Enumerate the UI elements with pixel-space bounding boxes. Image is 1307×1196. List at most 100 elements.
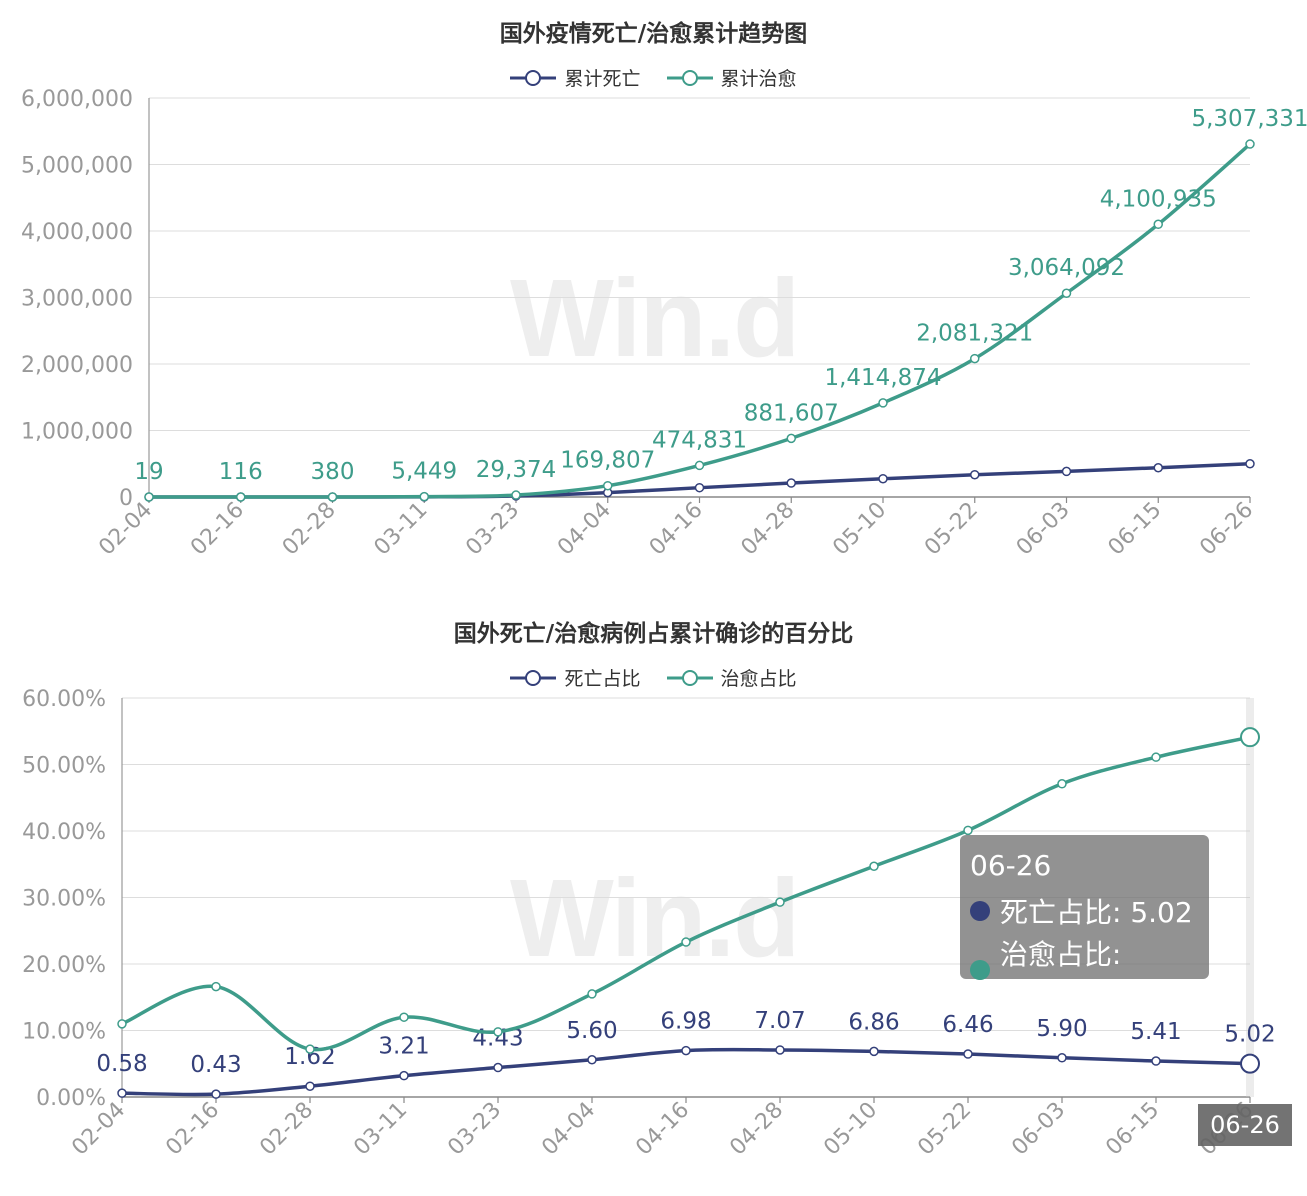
y-tick-label: 40.00% bbox=[22, 820, 106, 845]
data-point bbox=[399, 1070, 409, 1081]
x-tick-label: 02-16 bbox=[161, 1098, 224, 1161]
x-tick-label: 05-22 bbox=[920, 498, 983, 561]
data-point bbox=[211, 981, 221, 992]
percentage-chart-panel: 国外死亡/治愈病例占累计确诊的百分比 死亡占比 治愈占比 Win.d 0.00%… bbox=[0, 600, 1307, 1196]
legend-line-icon bbox=[510, 669, 557, 686]
data-label: 474,831 bbox=[652, 427, 747, 453]
data-point bbox=[1153, 219, 1163, 230]
legend-item-recovery-ratio[interactable]: 治愈占比 bbox=[666, 664, 797, 691]
data-point bbox=[963, 825, 973, 836]
tooltip-text: 治愈占比: 54.11 bbox=[999, 938, 1122, 1006]
y-tick-label: 4,000,000 bbox=[21, 220, 133, 245]
data-label: 5.41 bbox=[1130, 1019, 1181, 1045]
data-label: 2,081,321 bbox=[916, 321, 1033, 347]
legend-label: 治愈占比 bbox=[720, 668, 797, 690]
data-point bbox=[1245, 139, 1255, 149]
data-point bbox=[869, 861, 879, 871]
data-point bbox=[1061, 466, 1072, 477]
chart-title: 国外死亡/治愈病例占累计确诊的百分比 bbox=[453, 621, 854, 647]
x-tick-label: 04-16 bbox=[645, 498, 708, 561]
x-tick-label: 04-04 bbox=[537, 1098, 600, 1161]
data-label: 5.90 bbox=[1036, 1016, 1087, 1042]
x-tick-label: 03-23 bbox=[461, 498, 524, 561]
chart-legend: 死亡占比 治愈占比 bbox=[0, 664, 1307, 691]
data-point bbox=[511, 490, 521, 500]
x-tick-label: 05-10 bbox=[828, 498, 891, 561]
y-tick-label: 0.00% bbox=[36, 1086, 106, 1111]
data-point bbox=[963, 1049, 973, 1059]
x-tick-label: 02-28 bbox=[255, 1098, 318, 1161]
chart-legend: 累计死亡 累计治愈 bbox=[0, 64, 1307, 91]
data-point bbox=[694, 460, 705, 471]
data-point bbox=[1057, 1053, 1067, 1063]
data-label: 3,064,092 bbox=[1008, 255, 1125, 281]
y-tick-label: 2,000,000 bbox=[21, 353, 133, 378]
y-tick-label: 50.00% bbox=[22, 754, 106, 779]
x-tick-label: 04-16 bbox=[631, 1098, 694, 1161]
data-point bbox=[878, 473, 888, 484]
data-point bbox=[1151, 1056, 1161, 1066]
data-label: 0.43 bbox=[190, 1052, 241, 1078]
y-tick-label: 5,000,000 bbox=[21, 154, 133, 179]
legend-item-death-ratio[interactable]: 死亡占比 bbox=[510, 664, 641, 691]
data-point bbox=[694, 482, 705, 493]
data-point bbox=[399, 1012, 409, 1022]
tooltip-row-death: 死亡占比: 5.02 bbox=[970, 891, 1193, 931]
data-point bbox=[419, 491, 429, 502]
data-point bbox=[786, 478, 796, 488]
y-tick-label: 1,000,000 bbox=[21, 420, 133, 445]
x-tick-label: 06-15 bbox=[1101, 1098, 1164, 1161]
data-point bbox=[493, 1062, 503, 1073]
x-tick-label: 06-26 bbox=[1195, 498, 1258, 561]
data-point bbox=[587, 1055, 597, 1065]
data-point bbox=[775, 1045, 785, 1055]
data-point bbox=[236, 492, 246, 502]
data-point bbox=[327, 492, 338, 502]
data-label: 29,374 bbox=[476, 457, 556, 483]
tooltip-date: 06-26 bbox=[970, 849, 1052, 882]
axis-pointer-band bbox=[1246, 698, 1254, 1097]
data-point bbox=[587, 989, 597, 999]
legend-line-icon bbox=[510, 69, 557, 86]
x-tick-label: 06-03 bbox=[1007, 1098, 1070, 1161]
tooltip-text: 死亡占比: 5.02 bbox=[1000, 896, 1193, 929]
data-point bbox=[144, 492, 154, 502]
y-tick-label: 6,000,000 bbox=[21, 87, 133, 112]
data-label: 881,607 bbox=[744, 400, 839, 426]
legend-line-icon bbox=[666, 69, 713, 86]
data-label: 1,414,874 bbox=[824, 365, 941, 391]
x-tick-label: 02-28 bbox=[278, 498, 341, 561]
y-tick-label: 60.00% bbox=[22, 687, 106, 712]
data-point bbox=[970, 353, 980, 364]
x-tick-label: 03-23 bbox=[443, 1098, 506, 1161]
data-label: 5,449 bbox=[391, 459, 457, 485]
data-point bbox=[1240, 1053, 1260, 1074]
data-label: 169,807 bbox=[560, 448, 655, 474]
data-point bbox=[1245, 459, 1255, 469]
legend-label: 累计治愈 bbox=[720, 68, 797, 90]
data-point bbox=[775, 897, 785, 907]
x-tick-label: 03-11 bbox=[349, 1098, 412, 1161]
chart-title: 国外疫情死亡/治愈累计趋势图 bbox=[499, 21, 808, 47]
data-point bbox=[1151, 752, 1161, 762]
y-tick-label: 3,000,000 bbox=[21, 287, 133, 312]
data-label: 6.86 bbox=[848, 1009, 899, 1035]
x-tick-label: 04-04 bbox=[553, 498, 616, 561]
data-label: 5.02 bbox=[1224, 1022, 1275, 1048]
legend-item-recovered[interactable]: 累计治愈 bbox=[666, 64, 797, 91]
x-tick-label: 04-28 bbox=[737, 498, 800, 561]
data-point bbox=[117, 1088, 127, 1098]
legend-item-deaths[interactable]: 累计死亡 bbox=[510, 64, 641, 91]
data-label: 4,100,935 bbox=[1100, 186, 1217, 212]
x-tick-label: 05-22 bbox=[913, 1098, 976, 1161]
watermark-logo: Win.d bbox=[510, 257, 800, 380]
data-point bbox=[1153, 462, 1163, 473]
line-chart-cumulative: 0 1,000,000 2,000,000 3,000,000 4,000,000 5,0… bbox=[21, 87, 1307, 561]
x-tick-label: 06-15 bbox=[1104, 498, 1167, 561]
data-point bbox=[869, 1046, 879, 1057]
axis-pointer-label: 06-26 bbox=[1198, 1104, 1292, 1146]
y-tick-label: 10.00% bbox=[22, 1020, 106, 1045]
data-point bbox=[493, 1027, 503, 1037]
data-point bbox=[970, 469, 980, 480]
data-label: 116 bbox=[219, 459, 263, 485]
